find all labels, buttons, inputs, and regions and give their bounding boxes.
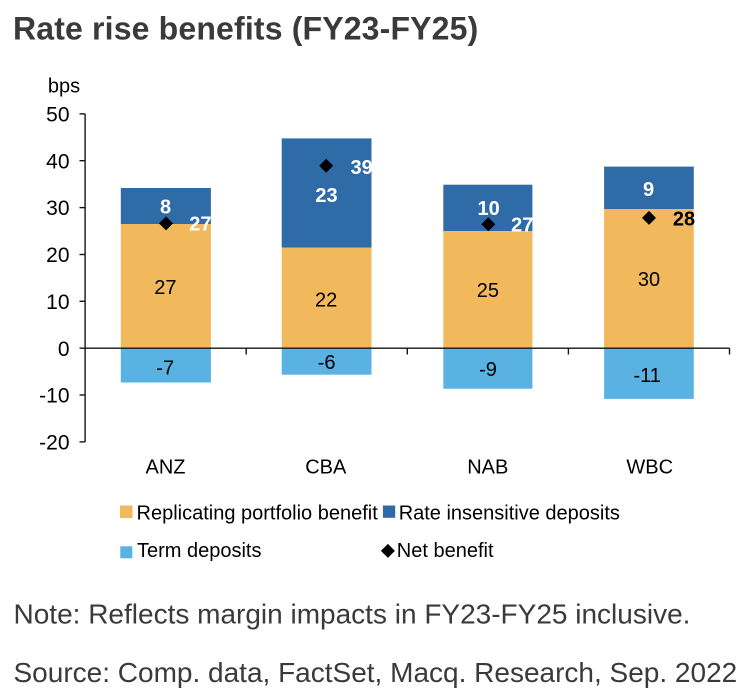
- svg-text:-6: -6: [318, 352, 336, 374]
- svg-text:Net benefit: Net benefit: [397, 540, 494, 562]
- svg-text:Replicating portfolio benefit: Replicating portfolio benefit: [137, 503, 379, 525]
- svg-text:0: 0: [58, 338, 70, 361]
- svg-text:-11: -11: [633, 365, 660, 387]
- svg-text:50: 50: [46, 104, 69, 127]
- svg-text:Rate rise benefits (FY23-FY25): Rate rise benefits (FY23-FY25): [13, 10, 478, 46]
- svg-text:23: 23: [315, 185, 337, 207]
- svg-text:bps: bps: [48, 76, 80, 98]
- svg-text:40: 40: [46, 150, 69, 173]
- svg-text:NAB: NAB: [467, 457, 508, 479]
- svg-text:-10: -10: [39, 385, 69, 408]
- svg-text:Term deposits: Term deposits: [137, 540, 262, 562]
- svg-text:ANZ: ANZ: [146, 457, 186, 479]
- svg-text:10: 10: [46, 291, 69, 314]
- svg-text:Rate insensitive deposits: Rate insensitive deposits: [399, 503, 620, 525]
- svg-text:-20: -20: [39, 432, 69, 455]
- svg-text:9: 9: [643, 179, 654, 201]
- svg-text:WBC: WBC: [626, 457, 673, 479]
- svg-text:30: 30: [46, 197, 69, 220]
- svg-text:39: 39: [350, 157, 372, 179]
- svg-text:28: 28: [673, 208, 695, 230]
- svg-text:Note: Reflects margin impacts: Note: Reflects margin impacts in FY23-FY…: [14, 599, 691, 630]
- svg-text:22: 22: [315, 289, 337, 311]
- svg-text:20: 20: [46, 244, 69, 267]
- svg-text:-7: -7: [156, 358, 174, 380]
- svg-text:27: 27: [154, 277, 176, 299]
- svg-text:30: 30: [638, 269, 660, 291]
- svg-text:10: 10: [477, 198, 499, 220]
- svg-text:CBA: CBA: [305, 457, 347, 479]
- svg-text:25: 25: [477, 280, 499, 302]
- svg-text:27: 27: [189, 214, 211, 236]
- svg-text:Source: Comp. data, FactSet, M: Source: Comp. data, FactSet, Macq. Resea…: [14, 657, 738, 688]
- svg-text:-9: -9: [479, 359, 497, 381]
- svg-text:8: 8: [160, 196, 171, 218]
- svg-text:27: 27: [511, 215, 533, 237]
